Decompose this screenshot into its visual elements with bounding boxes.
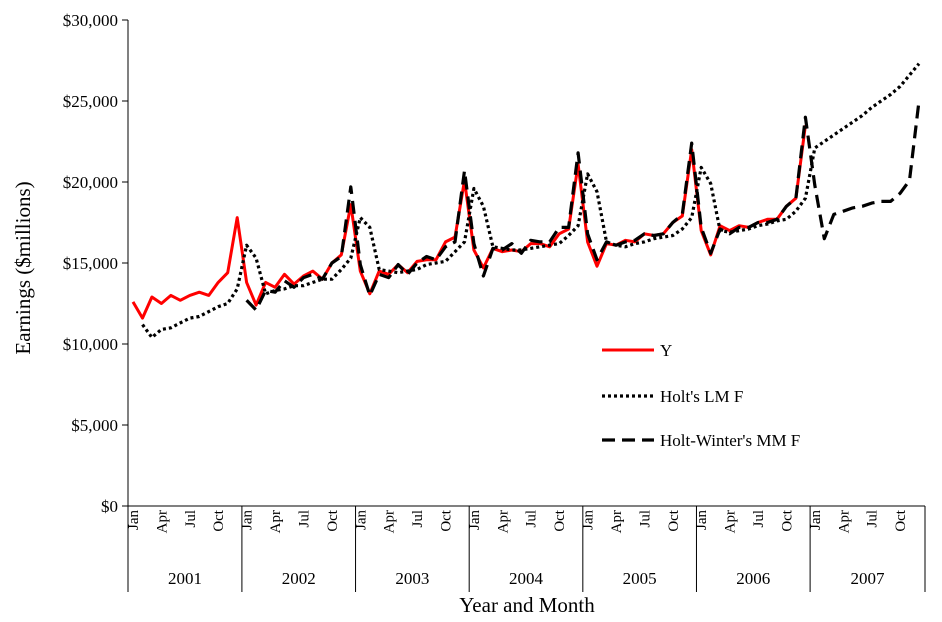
x-tick-label: Oct [325, 509, 341, 531]
x-tick-label: Jan [581, 510, 597, 530]
year-label: 2007 [851, 569, 886, 588]
x-tick-label: Jan [126, 510, 142, 530]
x-tick-label: Oct [211, 509, 227, 531]
year-label: 2003 [395, 569, 429, 588]
x-tick-label: Oct [439, 509, 455, 531]
year-label: 2004 [509, 569, 544, 588]
x-tick-label: Jul [865, 510, 881, 528]
y-axis-ticks: $0 $5,000 $10,000 $15,000 $20,000 $25,000 $30,… [63, 11, 128, 516]
y-axis-title: Earnings ($millions) [11, 181, 35, 354]
x-tick-label: Apr [609, 510, 625, 533]
x-tick-label: Oct [666, 509, 682, 531]
y-tick-label: $0 [101, 497, 118, 516]
year-label: 2005 [623, 569, 657, 588]
x-tick-label: Apr [268, 510, 284, 533]
y-tick-label: $30,000 [63, 11, 118, 30]
x-tick-label: Jul [637, 510, 653, 528]
x-tick-label: Apr [154, 510, 170, 533]
y-tick-label: $5,000 [71, 416, 118, 435]
x-tick-label: Jul [524, 510, 540, 528]
legend-label: Holt's LM F [660, 387, 743, 406]
x-tick-label: Jul [296, 510, 312, 528]
x-tick-label: Jan [694, 510, 710, 530]
year-label: 2006 [736, 569, 770, 588]
series-line-y [131, 125, 807, 320]
year-label: 2001 [168, 569, 202, 588]
y-tick-label: $25,000 [63, 92, 118, 111]
x-axis: Jan Apr Jul Oct 2001 Jan Apr Jul Oct 2002 Jan Apr Ju… [126, 505, 926, 592]
x-tick-label: Jan [467, 510, 483, 530]
x-tick-label: Jan [240, 510, 256, 530]
y-tick-label: $20,000 [63, 173, 118, 192]
y-tick-label: $15,000 [63, 254, 118, 273]
y-tick-label: $10,000 [63, 335, 118, 354]
legend-label: Holt-Winter's MM F [660, 431, 800, 450]
x-tick-label: Apr [495, 510, 511, 533]
legend: Y Holt's LM F Holt-Winter's MM F [602, 341, 800, 450]
series-layer [131, 62, 921, 340]
year-label: 2002 [282, 569, 316, 588]
series-line-holt-winters-mm-f [245, 100, 921, 312]
x-tick-label: Oct [779, 509, 795, 531]
x-tick-label: Oct [552, 509, 568, 531]
x-tick-label: Apr [382, 510, 398, 533]
x-tick-label: Jan [808, 510, 824, 530]
legend-label: Y [660, 341, 672, 360]
x-tick-label: Jul [183, 510, 199, 528]
x-tick-label: Oct [893, 509, 909, 531]
x-tick-label: Jul [410, 510, 426, 528]
x-tick-label: Apr [836, 510, 852, 533]
x-tick-label: Jan [353, 510, 369, 530]
x-tick-label: Jul [751, 510, 767, 528]
x-tick-label: Apr [723, 510, 739, 533]
x-axis-title: Year and Month [459, 593, 595, 617]
